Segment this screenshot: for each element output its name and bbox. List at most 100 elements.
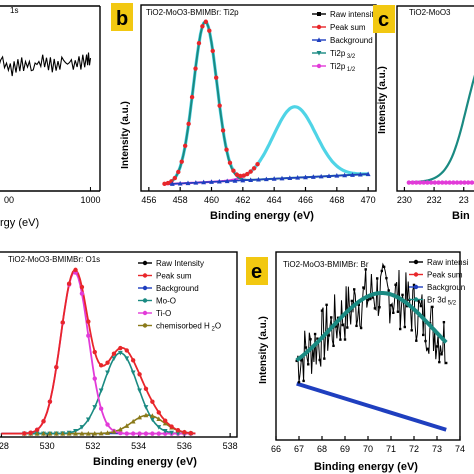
h2o-marker bbox=[98, 430, 104, 436]
raw-point bbox=[366, 298, 370, 302]
panel-c-xlabel: Bin bbox=[452, 210, 470, 222]
x-tick-label: 67 bbox=[294, 444, 304, 454]
h2o-marker bbox=[85, 431, 91, 436]
legend-marker bbox=[317, 12, 321, 16]
panel-c-ylabel: Intensity (a.u.) bbox=[377, 66, 388, 134]
background-marker bbox=[185, 180, 191, 186]
peak-sum-marker bbox=[118, 345, 123, 351]
background-marker bbox=[310, 174, 316, 179]
background-marker bbox=[169, 181, 175, 186]
peak-sum-marker bbox=[66, 281, 72, 286]
baseline-marker bbox=[425, 180, 430, 185]
h2o-marker bbox=[117, 426, 123, 432]
legend-label: Ti2p 1/2 bbox=[330, 62, 356, 73]
legend-label: Backgroun bbox=[427, 283, 465, 292]
panel-d: TiO2-MoO3-BMIMBr: O1s 528 530 532 534 536 538… bbox=[0, 251, 238, 468]
baseline-marker bbox=[428, 180, 434, 185]
raw-point bbox=[399, 327, 402, 331]
raw-point bbox=[357, 303, 360, 306]
ti-o-marker bbox=[130, 431, 136, 436]
raw-point bbox=[431, 305, 434, 309]
raw-point bbox=[389, 304, 393, 307]
x-tick-label: 534 bbox=[131, 441, 146, 451]
h2o-marker bbox=[130, 418, 136, 424]
mo-o-marker bbox=[79, 425, 85, 430]
panel-a-title: 1s bbox=[10, 6, 18, 15]
raw-point bbox=[220, 128, 226, 133]
raw-point bbox=[297, 381, 301, 384]
raw-point bbox=[307, 363, 310, 366]
x-tick-label: 70 bbox=[363, 444, 373, 454]
x-tick-label: 468 bbox=[329, 195, 344, 205]
raw-point bbox=[214, 75, 219, 80]
raw-point bbox=[422, 333, 425, 337]
raw-point bbox=[332, 344, 335, 348]
h2o-marker bbox=[156, 416, 162, 422]
raw-point bbox=[313, 332, 317, 336]
background-marker bbox=[342, 172, 348, 178]
peak-sum-marker bbox=[156, 410, 161, 415]
x-tick-label: 73 bbox=[432, 444, 442, 454]
peak-sum-line bbox=[1, 268, 196, 435]
ti-o-marker bbox=[156, 431, 161, 436]
background-marker bbox=[224, 178, 230, 184]
raw-point bbox=[210, 48, 215, 54]
h2o-marker bbox=[53, 431, 59, 436]
baseline-marker bbox=[410, 180, 415, 185]
x-tick-label: 74 bbox=[455, 444, 465, 454]
raw-point bbox=[224, 147, 229, 152]
legend-label: Raw intensity bbox=[330, 10, 378, 19]
h2o-marker bbox=[60, 431, 66, 436]
raw-point bbox=[304, 346, 308, 349]
legend-label: Background bbox=[330, 36, 373, 45]
baseline-marker bbox=[421, 180, 426, 185]
baseline-marker bbox=[451, 180, 456, 185]
background-marker bbox=[357, 171, 363, 177]
raw-point bbox=[196, 40, 202, 46]
peak-sum-marker bbox=[41, 419, 46, 424]
background-marker bbox=[334, 173, 340, 178]
panel-a: 1s 00 1000 rgy (eV) bbox=[0, 5, 101, 229]
legend-label: chemisorbed H 2O bbox=[156, 322, 221, 333]
raw-point bbox=[371, 296, 374, 299]
x-tick-label: 464 bbox=[267, 195, 282, 205]
x-tick-label: 71 bbox=[386, 444, 396, 454]
background-line bbox=[296, 381, 447, 432]
panel-d-title: TiO2-MoO3-BMIMBr: O1s bbox=[8, 255, 100, 264]
background-marker bbox=[295, 175, 301, 180]
ti-o-marker bbox=[98, 406, 104, 411]
raw-point bbox=[295, 359, 298, 363]
raw-point bbox=[412, 283, 416, 287]
baseline-marker bbox=[432, 180, 438, 185]
raw-point bbox=[396, 310, 400, 313]
baseline-marker bbox=[436, 180, 441, 185]
h2o-marker bbox=[41, 431, 46, 436]
raw-point bbox=[403, 325, 406, 329]
raw-point bbox=[318, 358, 321, 362]
raw-point bbox=[334, 325, 337, 328]
baseline-marker bbox=[440, 180, 445, 185]
baseline-marker bbox=[469, 180, 474, 185]
peak-sum-marker bbox=[73, 267, 78, 273]
raw-point bbox=[327, 334, 331, 337]
raw-point bbox=[380, 269, 383, 273]
x-tick-label: 68 bbox=[317, 444, 327, 454]
raw-point bbox=[302, 379, 305, 383]
x-tick-label: 460 bbox=[204, 195, 219, 205]
raw-point bbox=[343, 338, 347, 341]
baseline-marker bbox=[406, 180, 412, 185]
background-marker bbox=[318, 173, 324, 179]
panel-b-ylabel: Intensity (a.u.) bbox=[120, 101, 131, 169]
legend-label: Background bbox=[156, 284, 199, 293]
survey-line bbox=[0, 52, 92, 77]
mo-o-marker bbox=[92, 405, 98, 410]
raw-point bbox=[200, 24, 205, 29]
ti-o-marker bbox=[143, 431, 149, 436]
br-3d-fit-line bbox=[295, 291, 448, 362]
raw-point bbox=[359, 326, 363, 330]
panel-b-xlabel: Binding energy (eV) bbox=[210, 210, 314, 222]
raw-point bbox=[382, 265, 386, 269]
mo-o-marker bbox=[162, 428, 168, 434]
raw-point bbox=[330, 316, 333, 319]
panel-e-letter: e bbox=[251, 261, 262, 283]
